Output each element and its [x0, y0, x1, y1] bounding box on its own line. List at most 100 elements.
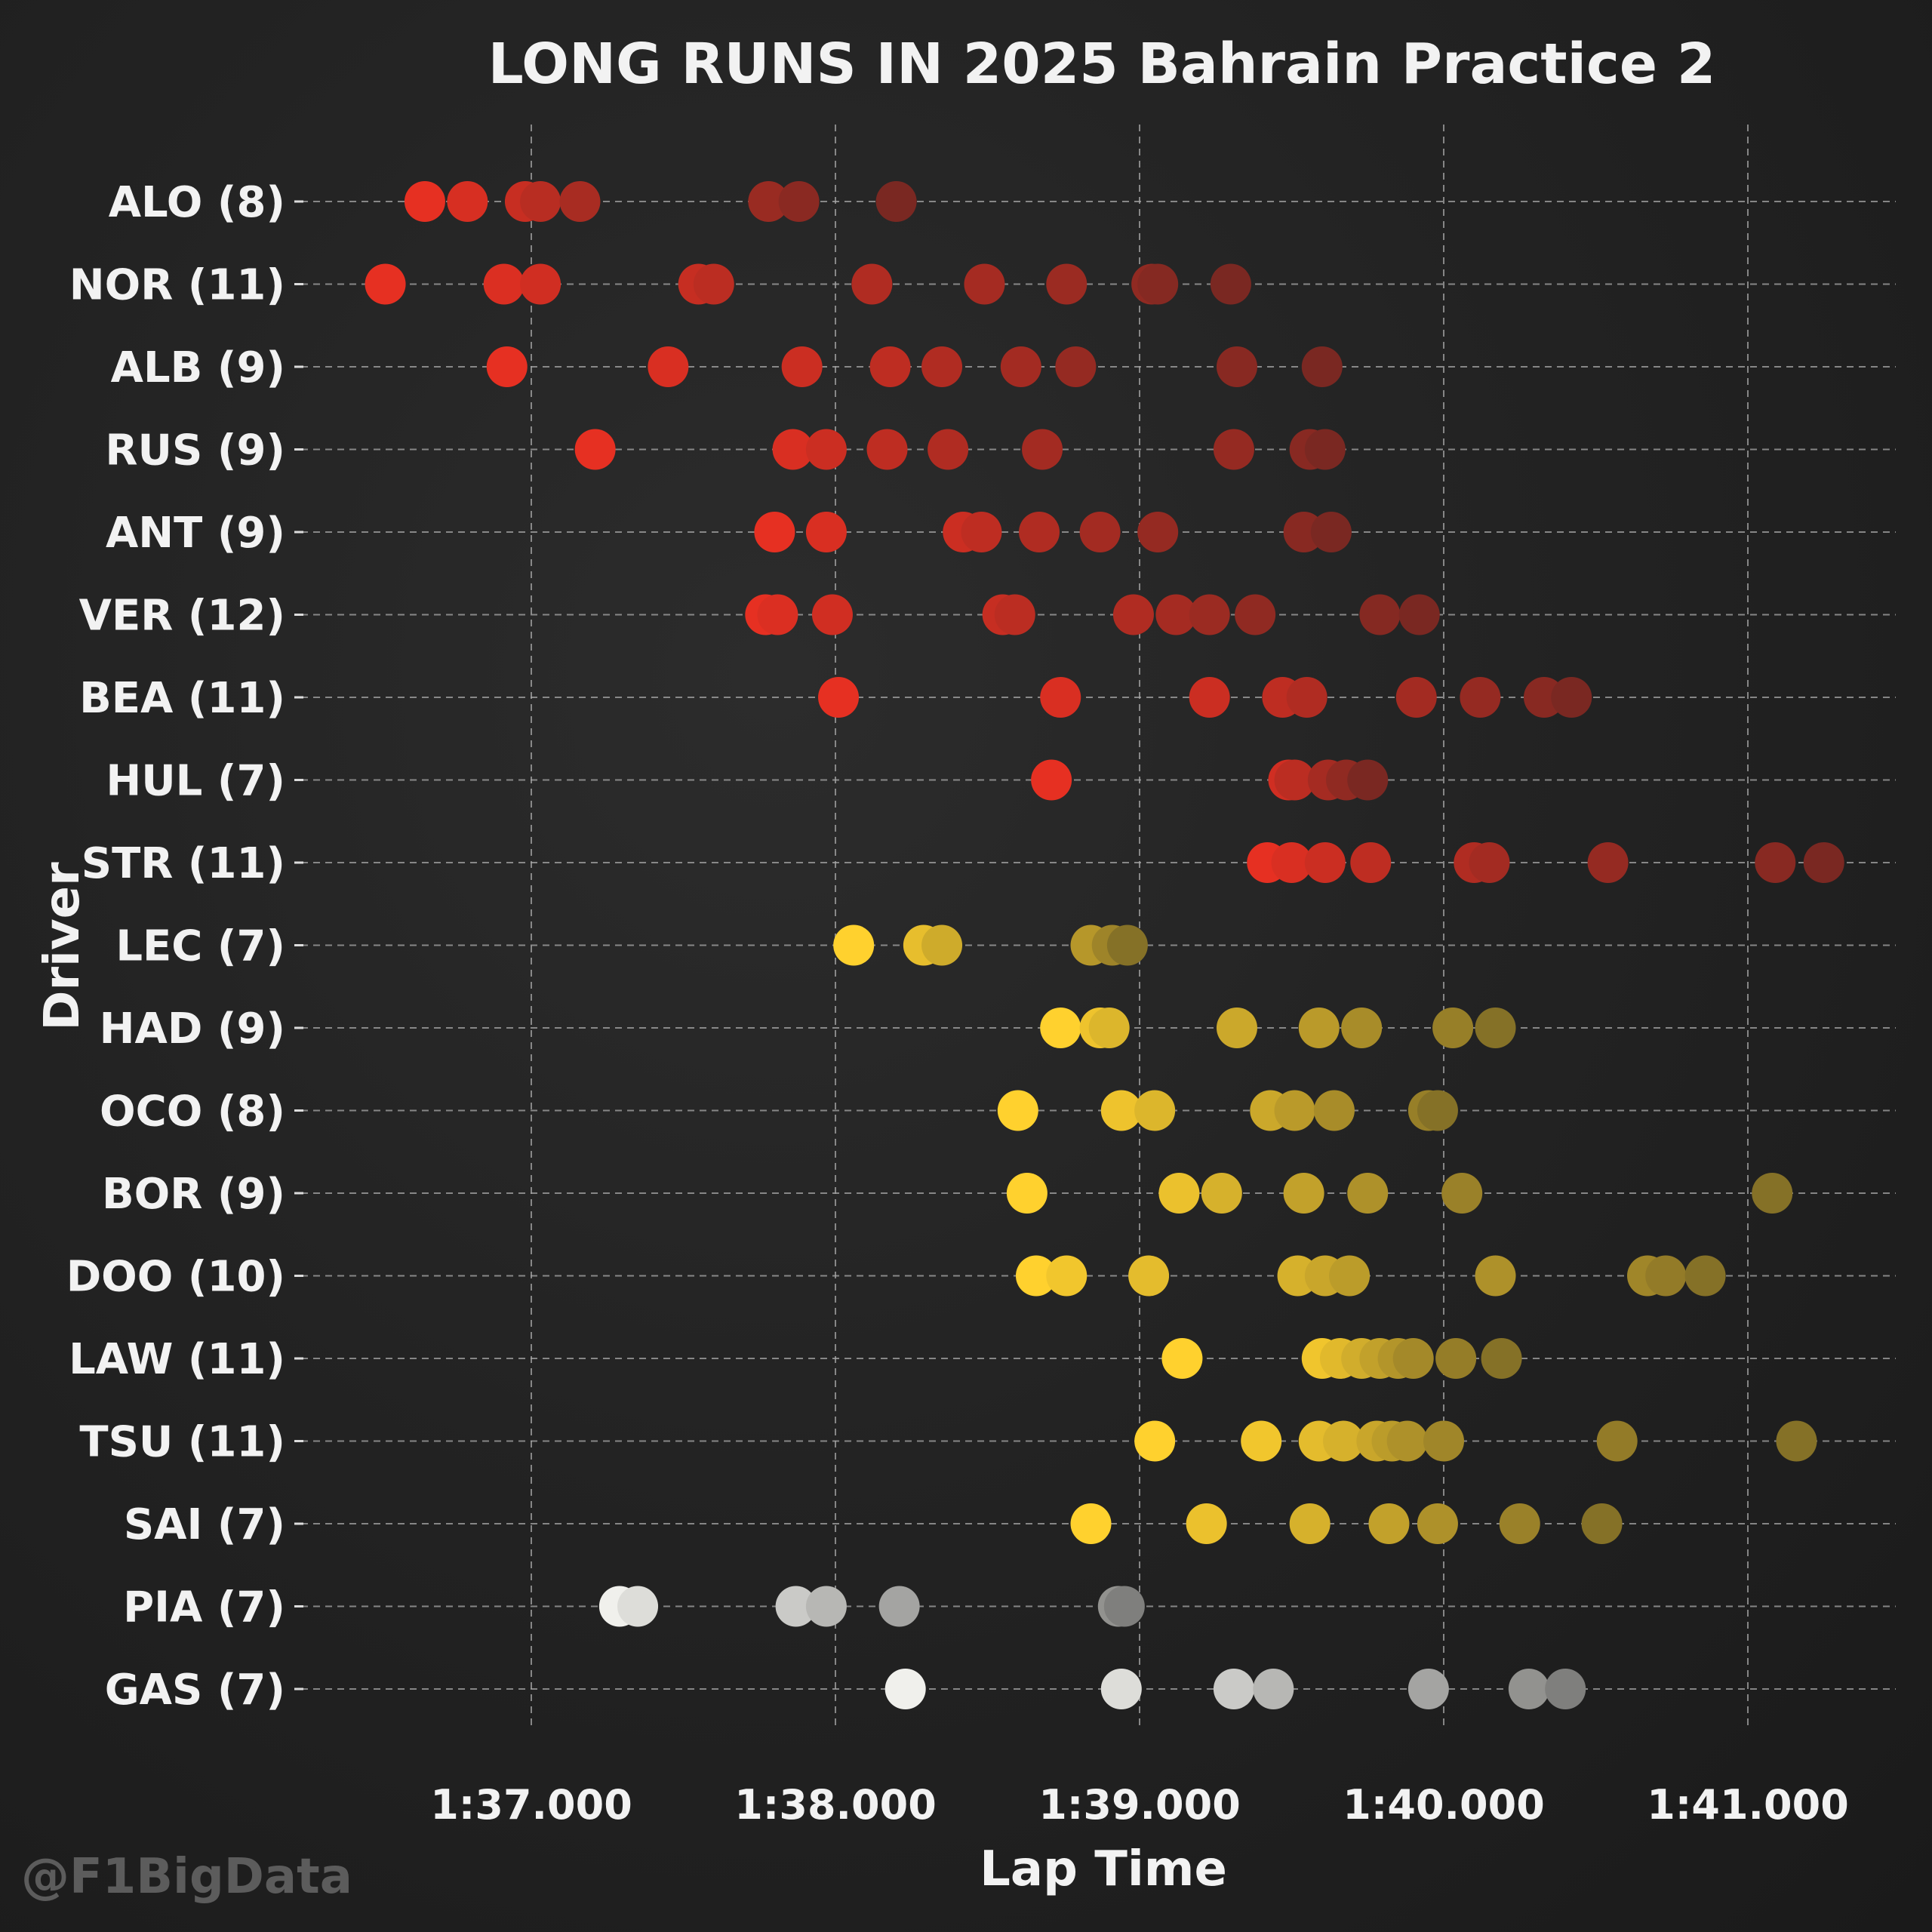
- lap-point: [884, 1669, 926, 1709]
- lap-point: [1079, 512, 1121, 552]
- lap-point: [1189, 677, 1230, 718]
- lap-point: [1137, 512, 1179, 552]
- lap-point: [1581, 1503, 1623, 1544]
- lap-point: [1128, 1255, 1170, 1297]
- lap-point: [559, 181, 601, 222]
- y-tick-label: RUS (9): [105, 426, 285, 475]
- lap-point: [757, 594, 798, 635]
- lap-point: [1046, 1255, 1088, 1297]
- lap-point: [1040, 677, 1081, 718]
- lap-point: [921, 346, 963, 387]
- y-tick-label: TSU (11): [79, 1418, 285, 1467]
- y-axis-label: Driver: [35, 862, 91, 1031]
- lap-point: [1274, 1090, 1315, 1131]
- lap-point: [1301, 346, 1343, 387]
- lap-point: [1347, 1173, 1389, 1214]
- lap-point: [1684, 1255, 1726, 1297]
- lap-point: [1304, 842, 1346, 883]
- lap-point: [1551, 677, 1592, 718]
- x-tick-label: 1:40.000: [1343, 1781, 1545, 1829]
- lap-point: [1100, 1669, 1142, 1709]
- lap-points: [365, 181, 1844, 1709]
- lap-point: [1776, 1420, 1817, 1462]
- lap-point: [1432, 1008, 1474, 1048]
- lap-point: [964, 263, 1005, 305]
- lap-point: [1055, 346, 1097, 387]
- lap-point: [1803, 842, 1844, 883]
- lap-point: [866, 429, 908, 470]
- lap-point: [748, 181, 789, 222]
- lap-point: [483, 263, 525, 305]
- lap-point: [1341, 1008, 1383, 1048]
- lap-point: [1070, 1503, 1112, 1544]
- lap-point: [811, 594, 853, 635]
- lap-point: [1022, 429, 1063, 470]
- lap-point: [1423, 1420, 1464, 1462]
- lap-point: [1210, 263, 1251, 305]
- lap-point: [1398, 594, 1440, 635]
- lap-point: [1213, 429, 1254, 470]
- lap-point: [1015, 1255, 1057, 1297]
- watermark: @F1BigData: [21, 1849, 352, 1905]
- lap-point: [1134, 1090, 1176, 1131]
- lap-point: [1304, 429, 1346, 470]
- lap-point: [404, 181, 445, 222]
- lap-point: [781, 346, 823, 387]
- lap-point: [997, 1090, 1038, 1131]
- lap-point: [818, 677, 860, 718]
- y-tick-label: DOO (10): [66, 1253, 285, 1302]
- lap-point: [772, 429, 814, 470]
- lap-point: [1475, 1008, 1516, 1048]
- lap-point: [805, 512, 847, 552]
- lap-point: [1155, 594, 1197, 635]
- lap-point: [1283, 1173, 1324, 1214]
- lap-point: [1508, 1669, 1549, 1709]
- y-tick-label: GAS (7): [105, 1666, 285, 1715]
- chart-title: LONG RUNS IN 2025 Bahrain Practice 2: [488, 32, 1716, 97]
- y-tick-label: BOR (9): [102, 1170, 285, 1219]
- lap-point: [617, 1586, 659, 1627]
- lap-point: [1019, 512, 1060, 552]
- lap-point: [1460, 677, 1501, 718]
- lap-point: [851, 263, 893, 305]
- lap-point: [648, 346, 689, 387]
- lap-point: [1475, 1255, 1516, 1297]
- lap-point: [878, 1586, 920, 1627]
- lap-point: [1587, 842, 1629, 883]
- lap-point: [1006, 1173, 1048, 1214]
- lap-point: [928, 429, 969, 470]
- lap-point: [1186, 1503, 1227, 1544]
- lap-point: [1350, 842, 1392, 883]
- x-tick-label: 1:41.000: [1647, 1781, 1849, 1829]
- y-tick-label: HAD (9): [100, 1004, 285, 1054]
- lap-point: [1031, 759, 1072, 801]
- lap-point: [1310, 512, 1352, 552]
- y-tick-label: LAW (11): [69, 1335, 285, 1384]
- lap-point: [1407, 1669, 1449, 1709]
- lap-point: [1545, 1669, 1586, 1709]
- lap-point: [1189, 594, 1230, 635]
- lap-point: [1392, 1338, 1434, 1379]
- lap-point: [1329, 1255, 1371, 1297]
- y-tick-label: ALO (8): [109, 178, 285, 227]
- lap-point: [1216, 1008, 1257, 1048]
- lap-point: [1323, 1420, 1364, 1462]
- lap-point: [1286, 677, 1327, 718]
- lap-point: [1596, 1420, 1638, 1462]
- lap-point: [1046, 263, 1088, 305]
- lap-point: [1298, 1008, 1340, 1048]
- x-tick-label: 1:38.000: [734, 1781, 937, 1829]
- lap-point: [994, 594, 1035, 635]
- lap-point: [520, 181, 561, 222]
- lap-point: [1645, 1255, 1687, 1297]
- x-axis-label: Lap Time: [980, 1841, 1227, 1897]
- lap-point: [1499, 1503, 1540, 1544]
- lap-point: [1112, 594, 1154, 635]
- lap-point: [1100, 1090, 1142, 1131]
- lap-point: [447, 181, 488, 222]
- lap-point: [778, 181, 820, 222]
- lap-point: [1752, 1173, 1793, 1214]
- lap-point: [486, 346, 528, 387]
